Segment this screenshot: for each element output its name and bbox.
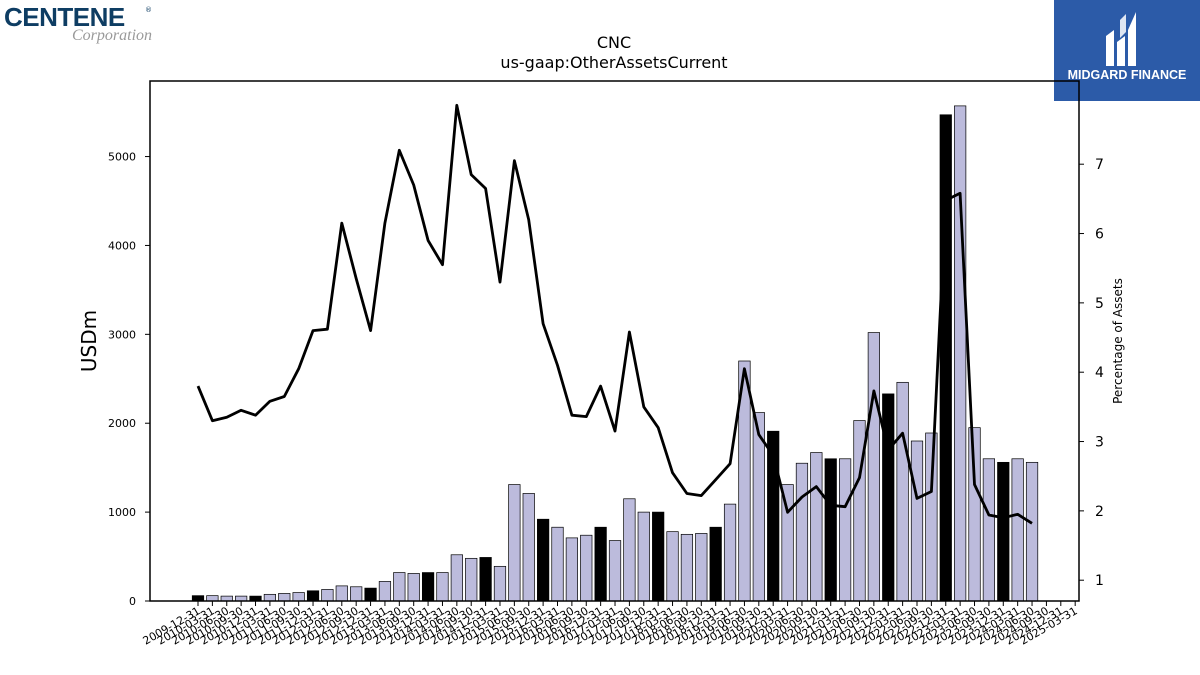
bar xyxy=(695,533,708,602)
bar xyxy=(680,533,694,602)
bar xyxy=(652,511,665,602)
y2-tick-label: 3 xyxy=(1095,435,1104,451)
percentage-line xyxy=(196,103,1033,525)
y2-tick-label: 2 xyxy=(1095,504,1104,520)
bar xyxy=(436,572,449,602)
y2-tick-label: 5 xyxy=(1095,296,1104,312)
bar xyxy=(666,531,679,602)
corporation-wordmark: Corporation xyxy=(72,27,153,44)
bar xyxy=(263,593,276,602)
y-axis-label: USDm xyxy=(77,310,101,372)
bar xyxy=(997,461,1010,602)
y-tick-label: 1000 xyxy=(108,506,136,519)
bar xyxy=(608,540,622,602)
bar xyxy=(508,484,521,602)
bar xyxy=(393,572,406,602)
y2-tick-label: 6 xyxy=(1095,227,1104,243)
bar xyxy=(522,493,535,602)
bar xyxy=(910,440,924,602)
bar xyxy=(723,503,737,602)
bar xyxy=(795,462,809,602)
bar xyxy=(982,458,996,602)
bar xyxy=(306,590,320,602)
y-tick-label: 5000 xyxy=(108,151,136,164)
bar xyxy=(709,526,722,602)
y-tick-label: 0 xyxy=(129,595,136,608)
y2-tick-label: 1 xyxy=(1095,573,1104,589)
bar xyxy=(896,381,909,602)
bar xyxy=(537,518,550,602)
bar xyxy=(191,595,205,602)
bar xyxy=(335,585,348,602)
bar xyxy=(594,526,607,602)
bar xyxy=(493,565,507,602)
bar xyxy=(565,537,578,602)
bar xyxy=(450,554,463,602)
y-tick-label: 2000 xyxy=(108,417,136,430)
bar xyxy=(278,593,291,602)
bar xyxy=(1025,461,1039,602)
bar xyxy=(968,427,981,602)
y-tick-label: 4000 xyxy=(108,239,136,252)
bar xyxy=(551,526,564,602)
bar xyxy=(838,458,852,602)
bar xyxy=(378,581,392,602)
bar xyxy=(623,498,636,602)
registered-mark: ® xyxy=(145,6,152,14)
bar xyxy=(206,595,219,602)
bar xyxy=(824,458,837,602)
y2-axis-label: Percentage of Assets xyxy=(1111,278,1125,404)
centene-wordmark: CENTENE xyxy=(4,2,125,32)
midgard-finance-wordmark: MIDGARD FINANCE xyxy=(1067,68,1187,82)
y-tick-label: 3000 xyxy=(108,328,136,341)
bar xyxy=(867,332,880,602)
bar xyxy=(350,586,363,602)
bar xyxy=(810,452,823,602)
bar xyxy=(882,393,895,602)
plot-frame xyxy=(149,80,1080,602)
bar xyxy=(954,105,967,602)
bar xyxy=(321,589,334,602)
bar xyxy=(925,432,938,602)
bar xyxy=(1011,458,1024,602)
bar xyxy=(421,572,435,602)
y2-tick-label: 7 xyxy=(1095,157,1104,173)
bar xyxy=(407,573,420,602)
y2-tick-label: 4 xyxy=(1095,365,1104,381)
chart-title: CNC xyxy=(597,33,631,52)
bar xyxy=(580,534,593,602)
bar xyxy=(479,557,492,602)
midgard-emblem-icon xyxy=(1106,12,1136,66)
centene-logo: CENTENE ® Corporation xyxy=(4,2,174,50)
bar xyxy=(292,592,305,602)
bar xyxy=(465,557,478,602)
bar xyxy=(364,587,377,602)
chart-subtitle: us-gaap:OtherAssetsCurrent xyxy=(500,53,727,72)
bar xyxy=(637,511,650,602)
bar xyxy=(939,114,952,602)
